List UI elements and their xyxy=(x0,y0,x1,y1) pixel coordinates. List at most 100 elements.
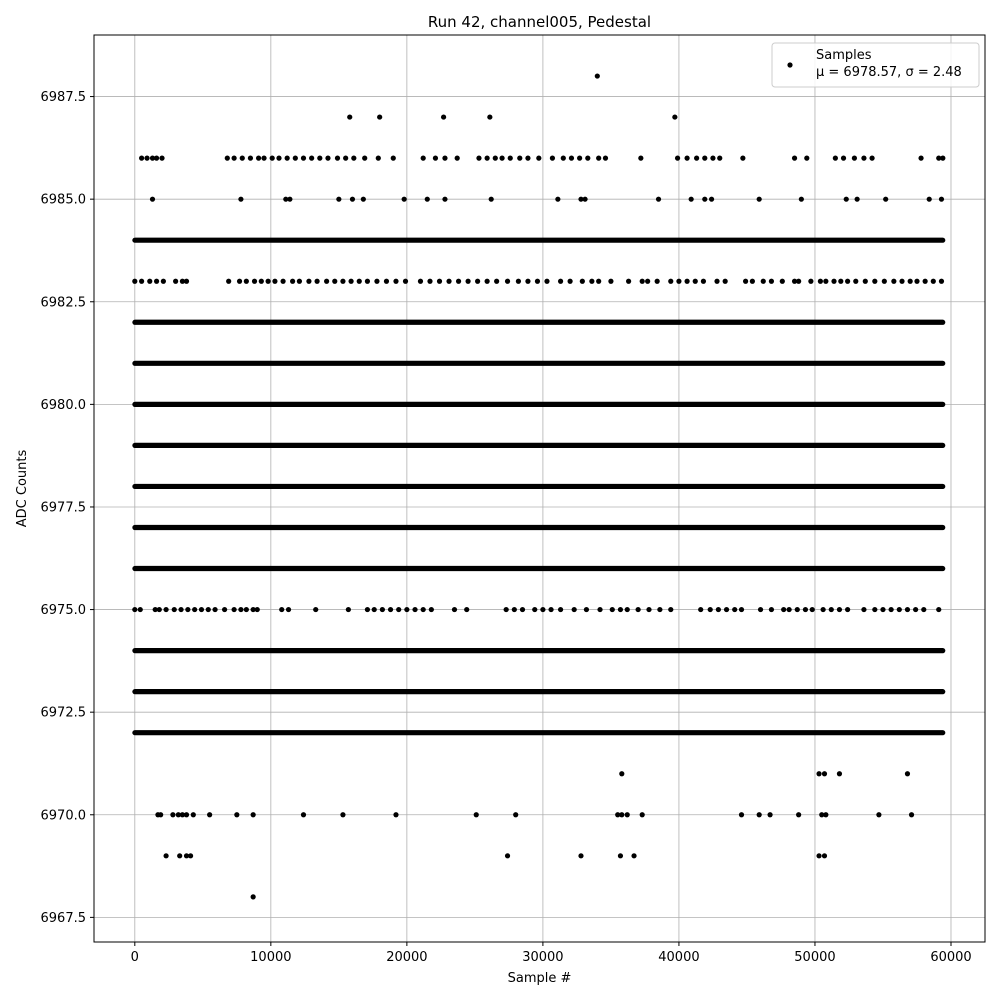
data-point xyxy=(473,812,479,818)
x-tick-label: 60000 xyxy=(930,950,971,965)
data-point xyxy=(823,278,829,284)
data-point xyxy=(250,606,256,613)
data-point xyxy=(255,155,262,161)
data-point xyxy=(624,812,630,818)
data-point xyxy=(436,278,443,284)
data-point xyxy=(684,278,690,284)
data-point xyxy=(446,278,452,284)
data-point xyxy=(707,606,713,613)
data-point xyxy=(674,155,681,161)
data-point xyxy=(715,606,721,613)
y-tick-label: 6982.5 xyxy=(41,295,87,310)
y-axis-label: ADC Counts xyxy=(15,450,30,528)
data-point xyxy=(153,155,160,161)
data-point xyxy=(853,278,859,284)
data-point xyxy=(936,606,942,613)
data-point xyxy=(451,606,458,613)
data-point xyxy=(393,812,399,818)
data-point xyxy=(738,812,745,818)
legend: Samples μ = 6978.57, σ = 2.48 xyxy=(771,42,980,88)
data-point xyxy=(153,278,160,284)
data-band xyxy=(132,565,946,572)
data-point xyxy=(221,606,228,613)
data-point xyxy=(404,606,410,613)
data-point xyxy=(881,278,887,284)
y-tick-label: 6975.0 xyxy=(41,603,87,618)
data-point xyxy=(137,606,143,613)
data-point xyxy=(732,606,738,613)
data-point xyxy=(306,278,312,284)
data-point xyxy=(817,278,824,284)
data-point xyxy=(843,196,849,202)
data-point xyxy=(872,606,878,613)
data-point xyxy=(936,155,942,161)
data-point xyxy=(132,278,138,284)
data-point xyxy=(147,278,153,284)
data-band xyxy=(132,689,946,695)
data-point xyxy=(779,278,785,284)
legend-series-name: Samples xyxy=(816,48,872,63)
data-point xyxy=(930,278,936,284)
data-point xyxy=(880,606,886,613)
data-point xyxy=(828,606,834,613)
data-point xyxy=(845,278,851,284)
data-point xyxy=(173,278,179,284)
data-point xyxy=(571,606,577,613)
data-point xyxy=(519,606,526,613)
data-point xyxy=(668,278,674,284)
data-point xyxy=(646,606,652,613)
data-point xyxy=(507,155,513,161)
data-point xyxy=(269,155,275,161)
data-point xyxy=(626,278,632,284)
data-point xyxy=(742,278,749,284)
data-point xyxy=(332,278,338,284)
data-point xyxy=(265,278,271,284)
data-point xyxy=(171,606,177,613)
data-point xyxy=(149,155,156,161)
data-point xyxy=(317,155,323,161)
data-point xyxy=(347,114,353,120)
x-tick-label: 30000 xyxy=(522,950,563,965)
data-point xyxy=(615,812,621,818)
data-point xyxy=(296,278,303,284)
data-point xyxy=(379,606,385,613)
data-point xyxy=(313,606,319,613)
data-point xyxy=(544,278,550,284)
data-point xyxy=(760,278,766,284)
data-point xyxy=(247,155,254,161)
data-point xyxy=(684,155,690,161)
data-point xyxy=(888,606,894,613)
data-point xyxy=(420,606,426,613)
data-point xyxy=(377,114,383,120)
data-point xyxy=(250,812,256,818)
data-point xyxy=(272,278,278,284)
data-point xyxy=(756,196,762,202)
data-point xyxy=(639,278,645,284)
data-point xyxy=(639,812,645,818)
data-point xyxy=(577,155,583,161)
data-point xyxy=(913,606,919,613)
data-point xyxy=(655,196,662,202)
data-point xyxy=(657,606,663,613)
data-point xyxy=(786,606,792,613)
data-point xyxy=(356,278,362,284)
data-point xyxy=(175,812,181,818)
y-tick-label: 6980.0 xyxy=(41,398,87,413)
data-point xyxy=(375,155,381,161)
data-point xyxy=(343,155,349,161)
data-point xyxy=(540,606,546,613)
data-point xyxy=(177,853,183,859)
data-point xyxy=(187,853,194,859)
data-band xyxy=(132,648,946,654)
data-point xyxy=(557,606,564,613)
data-point xyxy=(178,606,184,613)
data-point xyxy=(309,155,315,161)
y-tick-label: 6977.5 xyxy=(41,500,87,515)
data-point xyxy=(583,606,590,613)
data-point xyxy=(455,278,462,284)
data-point xyxy=(602,155,609,161)
data-band xyxy=(132,524,946,531)
data-point xyxy=(231,155,237,161)
